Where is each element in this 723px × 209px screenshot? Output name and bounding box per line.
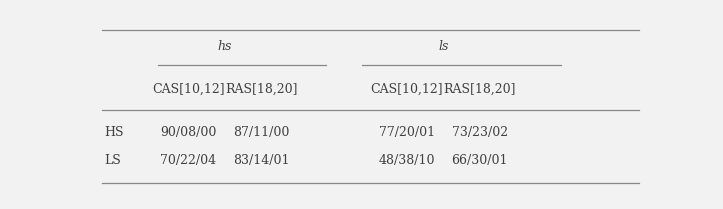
Text: 77/20/01: 77/20/01 <box>379 126 435 139</box>
Text: 87/11/00: 87/11/00 <box>233 126 289 139</box>
Text: 90/08/00: 90/08/00 <box>161 126 217 139</box>
Text: CAS[10,12]: CAS[10,12] <box>152 83 225 96</box>
Text: RAS[18,20]: RAS[18,20] <box>225 83 298 96</box>
Text: 66/30/01: 66/30/01 <box>452 154 508 167</box>
Text: 48/38/10: 48/38/10 <box>379 154 435 167</box>
Text: 70/22/04: 70/22/04 <box>161 154 216 167</box>
Text: RAS[18,20]: RAS[18,20] <box>443 83 516 96</box>
Text: LS: LS <box>104 154 121 167</box>
Text: HS: HS <box>104 126 124 139</box>
Text: 83/14/01: 83/14/01 <box>233 154 289 167</box>
Text: CAS[10,12]: CAS[10,12] <box>371 83 443 96</box>
Text: 73/23/02: 73/23/02 <box>452 126 508 139</box>
Text: hs: hs <box>218 40 232 53</box>
Text: ls: ls <box>438 40 448 53</box>
